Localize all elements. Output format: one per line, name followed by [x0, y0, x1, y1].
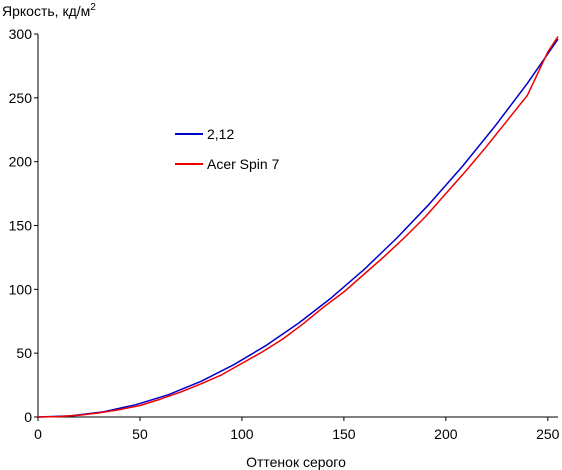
y-axis-title: Яркость, кд/м2: [2, 2, 96, 19]
series-line-1: [37, 38, 559, 418]
axes: 0 50 100 150 200 250 300 0 50 100 150 200 250: [9, 26, 560, 442]
x-tick-label: 250: [536, 426, 560, 442]
x-tick-label: 200: [434, 426, 458, 442]
y-tick-label: 50: [16, 345, 32, 361]
x-tick-label: 50: [132, 426, 148, 442]
x-tick-label: 150: [332, 426, 356, 442]
x-tick-label: 0: [34, 426, 42, 442]
x-tick-label: 100: [230, 426, 254, 442]
legend-label-2: Acer Spin 7: [207, 156, 280, 172]
y-tick-label: 100: [9, 281, 33, 297]
y-tick-label: 0: [24, 409, 32, 425]
y-tick-label: 300: [9, 26, 33, 42]
legend-label-1: 2,12: [207, 126, 234, 142]
y-tick-label: 250: [9, 90, 33, 106]
y-tick-label: 200: [9, 154, 33, 170]
series-layer: [37, 36, 559, 418]
x-axis-title: Оттенок серого: [246, 454, 346, 470]
series-line-2: [37, 36, 559, 418]
legend: 2,12 Acer Spin 7: [175, 126, 280, 172]
y-tick-label: 150: [9, 218, 33, 234]
